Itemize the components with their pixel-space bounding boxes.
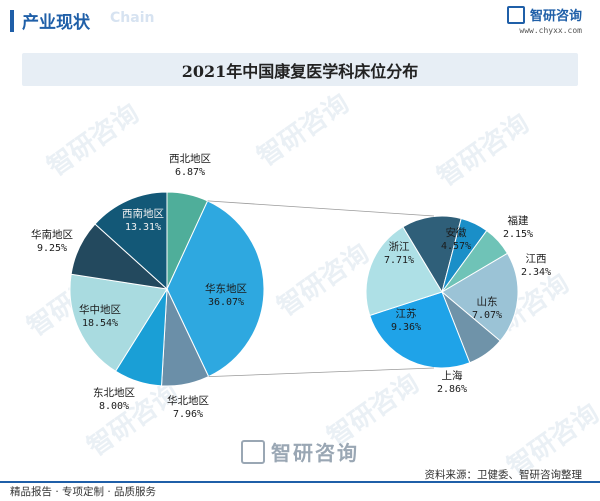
slice-label: 浙江 [389, 241, 410, 253]
slice-label: 福建 [508, 214, 529, 227]
slice-label: 西北地区 [169, 152, 211, 165]
slice-label-group: 华南地区 9.25% [31, 228, 73, 254]
header-faint-text: Chain [110, 10, 155, 26]
slice-value: 2.34% [521, 267, 551, 278]
chart-title: 2021年中国康复医学科床位分布 [181, 61, 419, 81]
pie-slice [166, 200, 265, 378]
slice-value: 9.25% [37, 243, 67, 254]
slice-label: 山东 [477, 295, 498, 308]
slice-value: 2.86% [437, 384, 467, 395]
footer-brand-name: 智研咨询 [271, 441, 359, 465]
footer-logo-icon [241, 439, 265, 464]
slice-label-group: 华东地区 36.07% [205, 282, 247, 308]
slice-value: 2.15% [503, 229, 533, 240]
slice-value: 18.54% [82, 318, 118, 329]
slice-value: 13.31% [125, 222, 161, 233]
slice-label: 安徽 [446, 226, 467, 239]
brand-name: 智研咨询 [529, 9, 582, 24]
slice-label: 上海 [442, 369, 463, 382]
slice-value: 9.36% [391, 322, 421, 333]
slice-label-group: 西南地区 13.31% [122, 207, 164, 233]
slice-label-group: 华北地区 7.96% [167, 394, 209, 420]
breakdown-label-group: 上海 2.86% [437, 369, 467, 395]
brand-logo-icon [506, 5, 525, 24]
chart-title-box: 2021年中国康复医学科床位分布 [22, 53, 578, 86]
slice-label: 华东地区 [205, 282, 247, 295]
breakdown-label-group: 浙江 7.71% [384, 241, 414, 266]
slice-label: 华南地区 [31, 228, 73, 241]
slice-label: 江西 [526, 253, 547, 265]
slice-label-group: 东北地区 8.00% [93, 386, 135, 412]
slice-label: 华中地区 [79, 303, 121, 316]
footer-brand: 智研咨询 [0, 437, 600, 466]
slice-value: 7.96% [173, 409, 203, 420]
footer-tagline: 精品报告 · 专项定制 · 品质服务 [10, 486, 157, 498]
slice-value: 8.00% [99, 401, 129, 412]
header-title: 产业现状 [22, 13, 90, 33]
breakdown-slice [365, 226, 443, 317]
pie-slice [69, 273, 168, 372]
slice-label: 东北地区 [93, 386, 135, 399]
slice-label-group: 华中地区 18.54% [79, 303, 121, 329]
slice-value: 36.07% [208, 297, 244, 308]
breakdown-label-group: 江苏 9.36% [391, 307, 421, 333]
slice-label: 江苏 [396, 307, 417, 320]
brand: 智研咨询 www.chyxx.com [506, 5, 582, 35]
slice-value: 4.57% [441, 241, 471, 252]
header-accent-bar [10, 10, 14, 32]
brand-url: www.chyxx.com [519, 26, 582, 35]
breakdown-slice [441, 252, 519, 342]
page-header: 产业现状 Chain 智研咨询 www.chyxx.com [0, 0, 600, 40]
connector-line-top [207, 200, 435, 217]
connector-line-bottom [208, 367, 435, 378]
pie-slice [94, 191, 168, 291]
slice-label: 西南地区 [122, 207, 164, 220]
breakdown-slice [369, 291, 471, 369]
footer-divider [0, 481, 600, 483]
slice-label-group: 西北地区 6.87% [169, 152, 211, 178]
breakdown-label-group: 山东 7.07% [472, 295, 502, 321]
breakdown-label-group: 福建 2.15% [503, 214, 533, 240]
slice-label: 华北地区 [167, 394, 209, 407]
slice-value: 7.71% [384, 255, 414, 266]
breakdown-label-group: 安徽 4.57% [441, 226, 471, 252]
breakdown-label-group: 江西 2.34% [521, 253, 551, 278]
source-note: 资料来源：卫健委、智研咨询整理 [424, 469, 583, 481]
slice-value: 6.87% [175, 167, 205, 178]
slice-value: 7.07% [472, 310, 502, 321]
